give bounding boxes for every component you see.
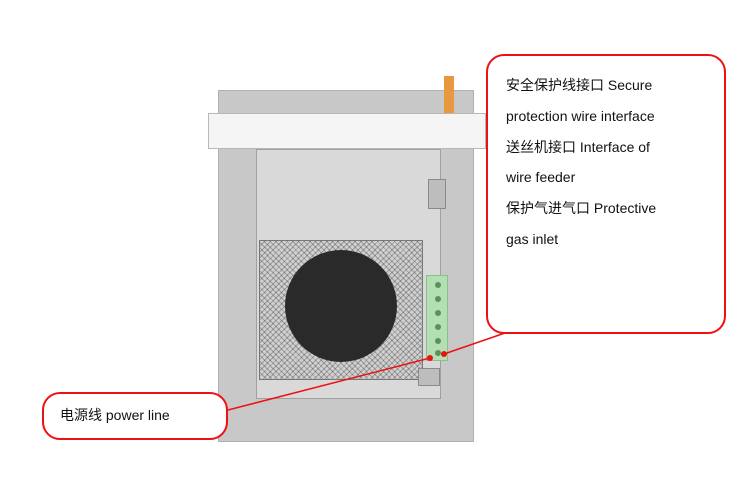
left-callout: 电源线 power line: [42, 392, 228, 440]
terminal-hole: [435, 296, 441, 302]
terminal-hole: [435, 282, 441, 288]
callout-line: 安全保护线接口 Secure: [506, 70, 706, 101]
callout-text: 电源线 power line: [60, 406, 210, 426]
terminal-block: [426, 275, 448, 361]
terminal-hole: [435, 310, 441, 316]
bottom-port: [418, 368, 440, 386]
terminal-hole: [435, 350, 441, 356]
device-top-shelf: [208, 113, 486, 149]
right-callout: 安全保护线接口 Secure protection wire interface…: [486, 54, 726, 334]
callout-line: gas inlet: [506, 224, 706, 255]
upper-connector: [428, 179, 446, 209]
callout-line: 送丝机接口 Interface of: [506, 132, 706, 163]
terminal-hole: [435, 324, 441, 330]
callout-line: wire feeder: [506, 162, 706, 193]
callout-line: protection wire interface: [506, 101, 706, 132]
fan-disc: [285, 250, 397, 362]
callout-line: 保护气进气口 Protective: [506, 193, 706, 224]
terminal-hole: [435, 338, 441, 344]
